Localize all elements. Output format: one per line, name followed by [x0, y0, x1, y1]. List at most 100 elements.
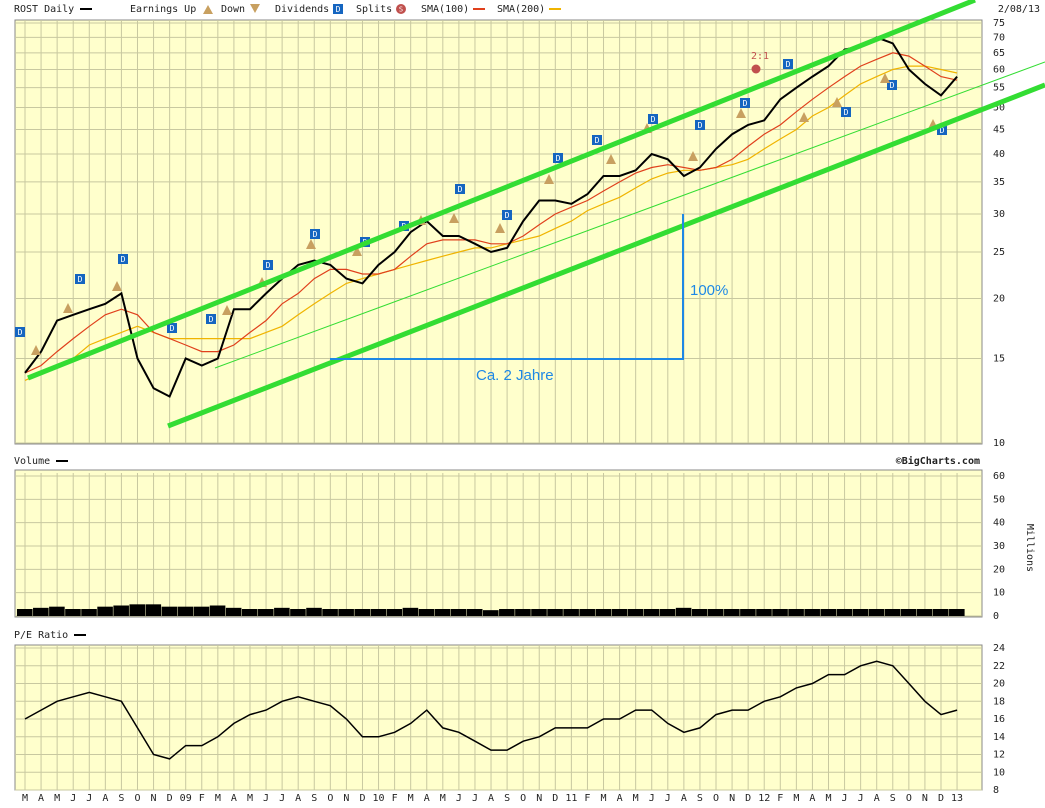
x-tick-label: 12 [758, 793, 770, 804]
dividend-marker-label: D [698, 121, 703, 130]
earnings-marker [449, 213, 459, 223]
bar [306, 607, 322, 616]
chart-date: 2/08/13 [998, 4, 1040, 15]
dividend-marker-label: D [209, 315, 214, 324]
dividend-marker [648, 114, 658, 124]
x-tick-label: N [729, 793, 735, 804]
x-tick-label: J [858, 793, 864, 804]
bar [209, 605, 226, 616]
y-tick-label: 10 [993, 438, 1005, 449]
bar [145, 604, 162, 616]
y-tick-label: 55 [993, 83, 1005, 94]
earnings-marker [495, 223, 505, 233]
dividend-marker-label: D [743, 99, 748, 108]
dividend-icon [333, 4, 343, 14]
x-tick-label: A [38, 793, 44, 804]
x-tick-label: D [552, 793, 558, 804]
bar [884, 609, 901, 616]
dividend-marker [206, 314, 216, 324]
x-tick-label: A [231, 793, 237, 804]
dividend-marker-label: D [313, 230, 318, 239]
x-tick-label: S [311, 793, 317, 804]
earnings-marker [352, 246, 362, 256]
bar [852, 609, 869, 616]
y-tick-label: 65 [993, 48, 1005, 59]
bar [193, 606, 210, 616]
x-tick-label: S [118, 793, 124, 804]
dividend-marker-label: D [651, 115, 656, 124]
split-label: 2:1 [751, 51, 769, 62]
line-series [24, 65, 958, 381]
x-tick-label: O [906, 793, 912, 804]
bar [225, 607, 242, 616]
bar [402, 607, 419, 616]
y-tick-label: 70 [993, 32, 1005, 43]
bar [434, 609, 451, 616]
dividend-marker [740, 98, 750, 108]
dividend-marker [783, 59, 793, 69]
earnings-marker [306, 239, 316, 249]
split-icon [396, 4, 406, 14]
x-tick-label: M [825, 793, 831, 804]
bar [724, 609, 740, 616]
channel-lower [167, 82, 1045, 429]
x-tick-label: F [584, 793, 590, 804]
dividend-marker-label: D [505, 211, 510, 220]
x-tick-label: D [745, 793, 751, 804]
y-tick-label: 35 [993, 177, 1005, 188]
bar [113, 605, 129, 616]
y-tick-label: 10 [993, 767, 1005, 778]
channel-upper [27, 0, 976, 381]
bar [97, 606, 113, 616]
y-tick-label: 30 [993, 541, 1005, 552]
x-tick-label: J [472, 793, 478, 804]
dividend-marker-label: D [844, 108, 849, 117]
bar [49, 606, 65, 616]
marks: DDDDDDDDDDDDDDDDDDDD [15, 36, 965, 760]
dividend-marker-label: D [170, 324, 175, 333]
x-tick-label: O [520, 793, 526, 804]
y-tick-label: 14 [993, 732, 1005, 743]
x-tick-label: M [793, 793, 799, 804]
bar [691, 609, 708, 616]
x-tick-label: N [536, 793, 542, 804]
bar [932, 609, 949, 616]
x-tick-label: J [665, 793, 671, 804]
earnings-marker [799, 112, 809, 122]
dividend-marker [310, 229, 320, 239]
x-tick-label: O [327, 793, 333, 804]
legend-label: SMA(200) [497, 4, 545, 15]
x-tick-label: M [22, 793, 28, 804]
x-tick-label: A [295, 793, 301, 804]
bar [354, 609, 371, 616]
bar [515, 609, 531, 616]
bar [756, 609, 772, 616]
dividend-marker-label: D [556, 154, 561, 163]
bar [611, 609, 628, 616]
x-tick-label: N [151, 793, 157, 804]
y-tick-label: 60 [993, 65, 1005, 76]
x-tick-label: M [408, 793, 414, 804]
dividend-marker [502, 210, 512, 220]
earnings-marker [880, 73, 890, 83]
dividend-marker [15, 327, 25, 337]
dividend-marker [937, 125, 947, 135]
x-tick-label: A [809, 793, 815, 804]
panel-title: P/E Ratio [14, 630, 68, 641]
bar [579, 609, 595, 616]
annotation-bracket [330, 214, 684, 360]
bar [740, 609, 756, 616]
x-tick-label: J [263, 793, 269, 804]
bar [643, 609, 660, 616]
y-tick-label: 20 [993, 564, 1005, 575]
dividend-marker-label: D [266, 261, 271, 270]
x-tick-label: D [938, 793, 944, 804]
bar [482, 610, 499, 616]
earnings-marker [112, 281, 122, 291]
x-tick-label: M [633, 793, 639, 804]
earnings-up-icon [203, 5, 213, 14]
pe-panel [14, 644, 983, 791]
bar [81, 609, 97, 616]
bar [868, 609, 885, 616]
